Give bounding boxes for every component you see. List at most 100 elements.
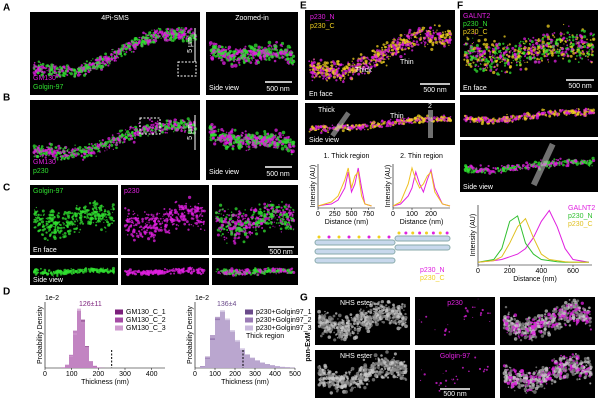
signal-dot xyxy=(100,209,103,212)
signal-dot xyxy=(266,133,269,136)
signal-dot xyxy=(356,127,358,130)
signal-dot xyxy=(175,227,178,230)
signal-dot xyxy=(192,225,194,227)
signal-dot xyxy=(58,230,62,234)
signal-dot xyxy=(216,233,220,237)
signal-dot xyxy=(160,226,162,229)
signal-dot xyxy=(338,76,341,79)
signal-dot xyxy=(385,43,387,46)
signal-dot xyxy=(83,148,86,151)
signal-dot xyxy=(99,270,101,273)
signal-dot xyxy=(155,231,157,233)
signal-dot xyxy=(131,221,134,224)
signal-dot xyxy=(192,39,194,41)
signal-dot xyxy=(152,215,155,218)
signal-dot xyxy=(269,200,272,203)
signal-dot xyxy=(446,40,448,42)
signal-dot xyxy=(200,218,202,220)
signal-dot xyxy=(88,269,92,273)
signal-dot xyxy=(267,45,270,48)
signal-dot xyxy=(375,63,379,67)
signal-dot xyxy=(171,214,173,217)
signal-dot xyxy=(350,65,352,67)
signal-dot xyxy=(236,58,239,61)
signal-dot xyxy=(385,53,388,56)
signal-dot xyxy=(60,156,64,159)
signal-dot xyxy=(74,227,78,231)
signal-dot xyxy=(56,215,60,219)
signal-dot xyxy=(96,143,100,148)
signal-dot xyxy=(97,210,99,212)
signal-dot xyxy=(249,53,252,56)
signal-dot xyxy=(169,272,172,275)
signal-dot xyxy=(533,56,536,60)
signal-dot xyxy=(341,129,345,133)
signal-dot xyxy=(93,202,97,207)
signal-dot xyxy=(420,29,423,33)
signal-dot xyxy=(333,62,337,66)
signal-dot xyxy=(72,271,75,274)
signal-dot xyxy=(232,56,236,60)
signal-dot xyxy=(62,233,64,236)
signal-dot xyxy=(100,64,103,67)
signal-dot xyxy=(259,270,262,273)
signal-dot xyxy=(163,31,167,35)
signal-dot xyxy=(79,210,82,212)
signal-dot xyxy=(369,121,372,124)
signal-dot xyxy=(222,61,226,65)
signal-dot xyxy=(210,57,215,61)
signal-dot xyxy=(105,141,107,143)
signal-dot xyxy=(275,273,277,275)
signal-dot xyxy=(426,120,429,123)
signal-dot xyxy=(282,51,285,53)
signal-dot xyxy=(144,36,148,40)
signal-dot xyxy=(73,68,76,71)
signal-dot xyxy=(292,271,296,274)
signal-dot xyxy=(448,118,453,123)
signal-dot xyxy=(195,221,199,225)
signal-dot xyxy=(54,230,58,234)
signal-dot xyxy=(60,66,64,70)
signal-dot xyxy=(145,126,147,128)
signal-dot xyxy=(240,134,244,137)
signal-dot xyxy=(146,223,149,226)
signal-dot xyxy=(254,217,257,220)
signal-dot xyxy=(246,53,249,56)
signal-dot xyxy=(477,52,479,55)
signal-dot xyxy=(351,60,353,62)
signal-dot xyxy=(229,217,233,221)
signal-dot xyxy=(313,58,315,60)
signal-dot xyxy=(392,38,394,41)
signal-dot xyxy=(149,31,152,33)
signal-dot xyxy=(88,202,92,205)
signal-dot xyxy=(220,49,223,53)
signal-dot xyxy=(58,65,62,69)
signal-dot xyxy=(147,213,150,216)
signal-dot xyxy=(115,146,118,150)
signal-dot xyxy=(387,55,389,58)
signal-dot xyxy=(321,67,325,70)
signal-dot xyxy=(180,128,183,130)
signal-dot xyxy=(252,226,255,229)
signal-dot xyxy=(129,218,131,220)
signal-dot xyxy=(220,223,224,227)
signal-dot xyxy=(40,65,45,69)
signal-dot xyxy=(385,64,388,67)
signal-dot xyxy=(95,221,98,224)
signal-dot xyxy=(177,124,181,128)
signal-dot xyxy=(190,38,192,40)
signal-dot xyxy=(237,232,241,236)
signal-dot xyxy=(175,268,179,271)
signal-dot xyxy=(352,57,355,60)
signal-dot xyxy=(399,122,402,124)
signal-dot xyxy=(271,268,275,271)
signal-dot xyxy=(163,219,167,222)
signal-dot xyxy=(385,58,387,60)
signal-dot xyxy=(240,214,244,218)
signal-dot xyxy=(49,143,53,147)
signal-dot xyxy=(180,31,184,35)
signal-dot xyxy=(219,203,223,207)
signal-dot xyxy=(362,56,366,60)
signal-dot xyxy=(265,48,268,51)
signal-dot xyxy=(212,133,217,137)
